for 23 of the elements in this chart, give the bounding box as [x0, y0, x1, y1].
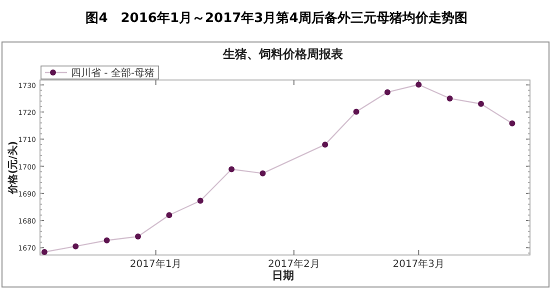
chart-title: 图4 2016年1月～2017年3月第4周后备外三元母猪均价走势图: [86, 10, 468, 26]
point: [322, 142, 328, 148]
x-tick-label: 2017年3月: [392, 258, 445, 270]
point: [166, 212, 172, 218]
point: [509, 120, 516, 126]
chart-subtitle: 生猪、饲料价格周报表: [222, 47, 344, 61]
point: [104, 237, 110, 244]
legend-label: 四川省 - 全部-母猪: [71, 67, 155, 79]
x-axis-title: 日期: [272, 269, 294, 282]
point: [384, 89, 390, 96]
point: [41, 249, 48, 256]
point: [478, 100, 484, 107]
point: [446, 95, 453, 102]
point: [353, 108, 360, 115]
y-axis-title: 价格(元/头): [7, 141, 19, 195]
x-tick-label: 2017年2月: [268, 258, 320, 270]
point: [135, 234, 141, 240]
point: [197, 198, 204, 204]
point: [228, 166, 235, 172]
point: [260, 170, 266, 176]
x-tick-label: 2017年1月: [130, 258, 182, 270]
point: [416, 82, 422, 88]
point: [72, 243, 79, 250]
